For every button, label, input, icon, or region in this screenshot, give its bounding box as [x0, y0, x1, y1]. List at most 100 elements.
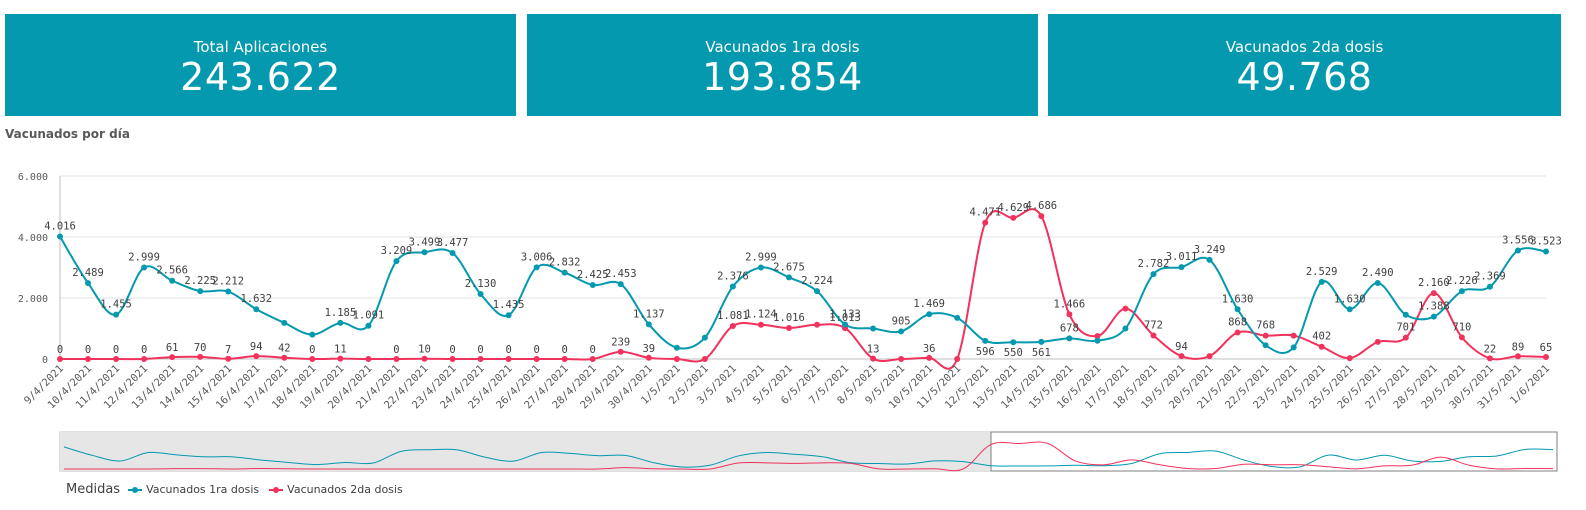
- data-point[interactable]: [337, 319, 344, 326]
- data-point[interactable]: [1094, 333, 1101, 340]
- data-point[interactable]: [393, 356, 400, 362]
- data-point[interactable]: [253, 306, 260, 313]
- data-point[interactable]: [1094, 337, 1101, 344]
- data-point[interactable]: [169, 277, 176, 284]
- navigator-selection-window[interactable]: [990, 431, 1558, 472]
- data-point[interactable]: [477, 356, 484, 362]
- data-point[interactable]: [673, 344, 680, 351]
- data-point[interactable]: [617, 348, 624, 355]
- data-point[interactable]: [449, 356, 456, 362]
- data-point[interactable]: [393, 258, 400, 265]
- data-point[interactable]: [785, 274, 792, 281]
- data-point[interactable]: [421, 355, 428, 362]
- data-point[interactable]: [1066, 311, 1073, 318]
- data-point[interactable]: [1234, 329, 1241, 336]
- data-point[interactable]: [1150, 332, 1157, 339]
- data-point[interactable]: [757, 321, 764, 328]
- data-point[interactable]: [197, 353, 204, 360]
- data-point[interactable]: [281, 354, 288, 361]
- data-point[interactable]: [589, 282, 596, 289]
- chart-navigator[interactable]: [0, 430, 1586, 475]
- data-point[interactable]: [225, 288, 232, 295]
- data-point[interactable]: [673, 356, 680, 362]
- data-point[interactable]: [1038, 213, 1045, 220]
- data-point[interactable]: [617, 281, 624, 288]
- data-point[interactable]: [1346, 306, 1353, 313]
- line-chart[interactable]: 02.0004.0006.0004.0162.4891.4552.9992.56…: [0, 140, 1586, 430]
- data-point[interactable]: [57, 356, 63, 362]
- data-point[interactable]: [1262, 342, 1269, 349]
- data-point[interactable]: [533, 264, 540, 271]
- data-point[interactable]: [842, 321, 849, 328]
- data-point[interactable]: [757, 264, 764, 271]
- data-point[interactable]: [1402, 311, 1409, 318]
- data-point[interactable]: [1122, 325, 1129, 332]
- data-point[interactable]: [1010, 339, 1017, 346]
- data-point[interactable]: [1458, 334, 1465, 341]
- data-point[interactable]: [505, 312, 512, 319]
- kpi-vacunados-1ra-dosis[interactable]: Vacunados 1ra dosis 193.854: [527, 14, 1038, 116]
- data-point[interactable]: [926, 311, 933, 318]
- data-point[interactable]: [982, 337, 989, 344]
- data-point[interactable]: [898, 356, 905, 362]
- data-point[interactable]: [281, 319, 288, 326]
- data-point[interactable]: [1486, 283, 1493, 290]
- data-point[interactable]: [421, 249, 428, 256]
- data-point[interactable]: [337, 355, 344, 362]
- data-point[interactable]: [1486, 355, 1493, 362]
- data-point[interactable]: [701, 334, 708, 341]
- data-point[interactable]: [561, 356, 568, 362]
- data-point[interactable]: [954, 356, 961, 362]
- data-point[interactable]: [197, 288, 204, 295]
- data-point[interactable]: [1543, 354, 1549, 361]
- data-point[interactable]: [1346, 355, 1353, 362]
- kpi-vacunados-2da-dosis[interactable]: Vacunados 2da dosis 49.768: [1048, 14, 1561, 116]
- data-point[interactable]: [1206, 256, 1213, 263]
- data-point[interactable]: [729, 323, 736, 330]
- data-point[interactable]: [309, 331, 316, 338]
- data-point[interactable]: [1178, 353, 1185, 360]
- data-point[interactable]: [1543, 248, 1549, 255]
- data-point[interactable]: [785, 325, 792, 332]
- data-point[interactable]: [1066, 335, 1073, 342]
- data-point[interactable]: [870, 325, 877, 332]
- data-point[interactable]: [645, 321, 652, 328]
- data-point[interactable]: [169, 354, 176, 361]
- data-point[interactable]: [225, 355, 232, 362]
- data-point[interactable]: [1150, 271, 1157, 278]
- data-point[interactable]: [589, 356, 596, 362]
- data-point[interactable]: [1234, 306, 1241, 313]
- data-point[interactable]: [85, 280, 92, 287]
- data-point[interactable]: [1318, 343, 1325, 350]
- data-point[interactable]: [1010, 214, 1017, 221]
- legend-item-series-1[interactable]: Vacunados 1ra dosis: [128, 483, 259, 496]
- data-point[interactable]: [645, 354, 652, 361]
- data-point[interactable]: [57, 233, 63, 240]
- data-point[interactable]: [1374, 280, 1381, 287]
- data-point[interactable]: [1122, 305, 1129, 312]
- data-point[interactable]: [477, 291, 484, 298]
- data-point[interactable]: [1458, 288, 1465, 295]
- data-point[interactable]: [898, 328, 905, 335]
- data-point[interactable]: [505, 356, 512, 362]
- data-point[interactable]: [253, 353, 260, 360]
- data-point[interactable]: [365, 322, 372, 329]
- data-point[interactable]: [814, 321, 821, 328]
- data-point[interactable]: [814, 288, 821, 295]
- data-point[interactable]: [1290, 344, 1297, 351]
- data-point[interactable]: [954, 314, 961, 321]
- data-point[interactable]: [1290, 332, 1297, 339]
- data-point[interactable]: [113, 311, 120, 318]
- data-point[interactable]: [982, 219, 989, 226]
- data-point[interactable]: [561, 269, 568, 276]
- data-point[interactable]: [1430, 290, 1437, 297]
- data-point[interactable]: [141, 356, 148, 362]
- data-point[interactable]: [926, 354, 933, 361]
- data-point[interactable]: [1178, 264, 1185, 271]
- data-point[interactable]: [870, 355, 877, 362]
- data-point[interactable]: [729, 283, 736, 290]
- data-point[interactable]: [533, 356, 540, 362]
- data-point[interactable]: [1318, 278, 1325, 285]
- data-point[interactable]: [141, 264, 148, 271]
- data-point[interactable]: [365, 356, 372, 362]
